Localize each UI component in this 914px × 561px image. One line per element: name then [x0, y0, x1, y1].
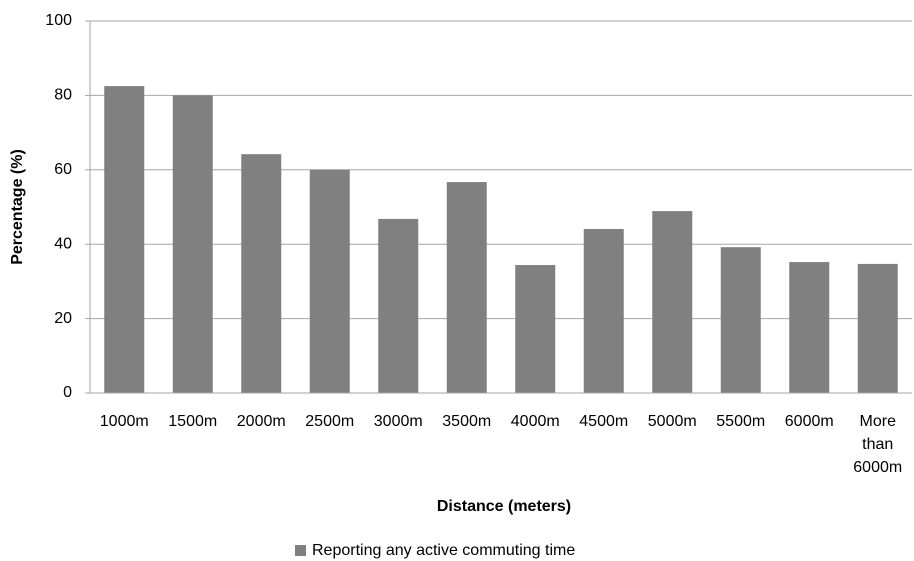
x-tick-label: 4500m	[579, 413, 629, 430]
bar	[104, 86, 145, 393]
y-tick-label: 40	[54, 235, 72, 252]
bar	[378, 218, 419, 393]
x-axis-label: Distance (meters)	[437, 498, 571, 515]
x-tick-label: More than 6000m	[853, 413, 903, 476]
legend-label: Reporting any active commuting time	[312, 542, 575, 559]
x-tick-label: 4000m	[510, 413, 560, 430]
bar	[241, 154, 282, 393]
y-tick-label: 0	[63, 384, 72, 401]
x-tick-label: 2500m	[305, 413, 355, 430]
x-tick-label: 3000m	[373, 413, 423, 430]
bar	[446, 182, 487, 393]
bar	[172, 95, 213, 394]
x-tick-label: 3500m	[442, 413, 492, 430]
x-tick-label: 2000m	[236, 413, 286, 430]
bar	[583, 228, 624, 393]
legend-swatch	[295, 545, 306, 556]
bar	[720, 247, 761, 393]
x-tick-label: 1500m	[168, 413, 218, 430]
y-tick-label: 20	[54, 310, 72, 327]
x-tick-label: 5000m	[647, 413, 697, 430]
bar	[309, 169, 350, 393]
x-tick-label: 5500m	[716, 413, 766, 430]
y-tick-label: 100	[45, 12, 72, 29]
bar	[857, 263, 898, 393]
y-tick-label: 80	[54, 87, 72, 104]
x-tick-label: 6000m	[784, 413, 834, 430]
bar	[515, 265, 556, 393]
bar	[652, 211, 693, 393]
y-tick-label: 60	[54, 161, 72, 178]
y-axis-label: Percentage (%)	[9, 149, 26, 265]
x-tick-label: 1000m	[99, 413, 149, 430]
bar	[789, 262, 830, 393]
